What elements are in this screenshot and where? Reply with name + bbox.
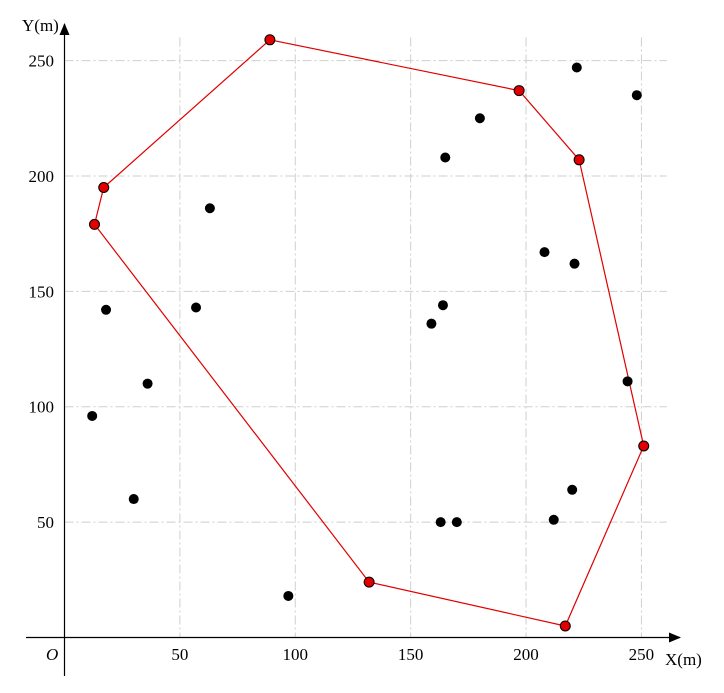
hull-vertices-layer (89, 34, 650, 632)
hull-vertex-point (98, 181, 110, 193)
y-tick-label: 200 (29, 167, 55, 186)
x-tick-label: 150 (398, 645, 424, 664)
scatter-point (622, 376, 633, 387)
scatter-point (142, 378, 153, 389)
scatter-point (128, 494, 139, 505)
x-tick-label: 250 (629, 645, 655, 664)
scatter-point (204, 203, 215, 214)
x-tick-labels: 50 100 150 200 250 (171, 645, 654, 664)
scatter-point (437, 300, 448, 311)
y-tick-labels: 50 100 150 200 250 (29, 52, 55, 533)
scatter-point (571, 62, 582, 73)
x-tick-label: 50 (171, 645, 188, 664)
convex-hull-line (93, 39, 645, 627)
hull-vertex-point (559, 620, 571, 632)
scatter-point (283, 590, 294, 601)
scatter-point (474, 113, 485, 124)
y-axis-label: Y(m) (22, 16, 59, 35)
hull-vertex-point (573, 154, 585, 166)
y-tick-label: 100 (29, 398, 55, 417)
scatter-point (548, 514, 559, 525)
scatter-points-layer (87, 62, 642, 601)
scatter-point (87, 410, 98, 421)
y-tick-label: 250 (29, 52, 55, 71)
scatter-point (426, 318, 437, 329)
scatter-point (569, 258, 580, 269)
y-tick-label: 50 (37, 513, 54, 532)
scatter-point (631, 90, 642, 101)
hull-vertex-point (513, 85, 525, 97)
scatter-point (567, 484, 578, 495)
hull-vertex-point (363, 576, 375, 588)
hull-vertex-point (264, 34, 276, 46)
y-tick-label: 150 (29, 282, 55, 301)
hull-vertex-point (638, 440, 650, 452)
x-tick-label: 100 (283, 645, 309, 664)
scatter-point (101, 304, 112, 315)
hull-vertex-point (89, 218, 101, 230)
scatter-point (191, 302, 202, 313)
x-axis-label: X(m) (665, 650, 702, 669)
hull-polygon-layer (93, 39, 645, 627)
origin-label: O (46, 645, 58, 664)
scatter-point (451, 517, 462, 528)
scatter-point (440, 152, 451, 163)
scatter-point (539, 247, 550, 258)
x-tick-label: 200 (513, 645, 539, 664)
grid (64, 37, 667, 638)
scatter-point (435, 517, 446, 528)
